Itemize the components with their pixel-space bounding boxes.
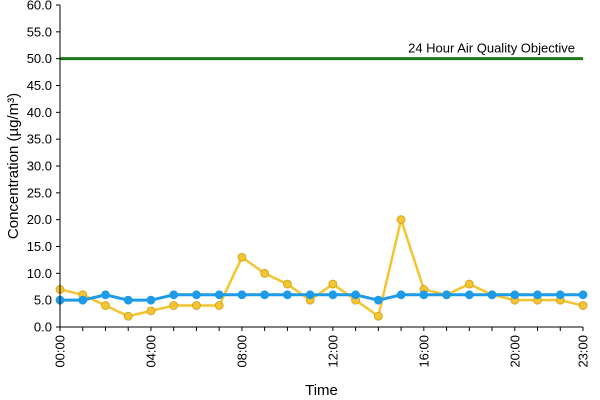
series-line	[59, 218, 584, 318]
data-point	[214, 290, 224, 300]
y-tick-label: 25.0	[27, 185, 52, 200]
reference-line-group: 24 Hour Air Quality Objective	[60, 41, 583, 61]
data-point	[396, 215, 406, 225]
data-point	[464, 279, 474, 289]
x-tick-label: 23:00	[576, 335, 591, 368]
series-group	[55, 215, 588, 321]
y-axis-title: Concentration (µg/m³)	[5, 93, 22, 239]
data-point	[101, 301, 110, 310]
y-tick-label: 45.0	[27, 78, 52, 93]
data-point	[328, 279, 338, 289]
y-tick-label: 40.0	[27, 105, 52, 120]
data-point	[192, 301, 201, 310]
x-tick-label: 20:00	[507, 335, 522, 368]
data-point	[78, 295, 88, 305]
data-point	[419, 290, 429, 300]
data-point	[442, 290, 451, 300]
data-point	[169, 301, 179, 310]
x-tick-label: 04:00	[143, 335, 158, 368]
y-tick-label: 60.0	[27, 0, 52, 13]
data-point	[510, 290, 520, 300]
data-point	[578, 290, 588, 300]
series-1	[55, 215, 588, 321]
data-point	[101, 290, 110, 300]
data-point	[146, 306, 156, 316]
data-point	[260, 268, 270, 278]
y-tick-label: 0.0	[34, 320, 52, 335]
data-point	[192, 290, 201, 300]
y-tick-label: 20.0	[27, 212, 52, 227]
data-point	[214, 301, 224, 310]
y-tick-label: 50.0	[27, 51, 52, 66]
data-point	[123, 311, 133, 321]
x-tick-label: 00:00	[53, 335, 68, 368]
data-point	[123, 295, 133, 305]
data-point	[464, 290, 474, 300]
x-tick-label: 12:00	[325, 335, 340, 368]
data-point	[169, 290, 179, 300]
x-tick-label: 08:00	[234, 335, 249, 368]
y-tick-label: 15.0	[27, 239, 52, 254]
data-point	[396, 290, 406, 300]
y-tick-label: 55.0	[27, 24, 52, 39]
data-point	[373, 311, 383, 321]
air-quality-objective-label: 24 Hour Air Quality Objective	[408, 41, 575, 56]
y-tick-label: 35.0	[27, 132, 52, 147]
data-point	[578, 301, 588, 310]
data-point	[237, 290, 247, 300]
y-tick-label: 5.0	[34, 293, 52, 308]
data-point	[305, 290, 315, 300]
data-point	[146, 295, 156, 305]
data-point	[237, 252, 247, 262]
data-point	[533, 290, 542, 300]
y-tick-label: 10.0	[27, 266, 52, 281]
series-2	[55, 290, 588, 305]
data-point	[555, 290, 565, 300]
y-tick-label: 30.0	[27, 159, 52, 174]
data-point	[260, 290, 270, 300]
x-axis-ticks: 00:00 04:00 08:00 12:00 16:00 20:00 23:00	[53, 327, 591, 368]
data-point	[328, 290, 338, 300]
data-point	[282, 290, 292, 300]
y-axis-ticks: 0.0 5.0 10.0 15.0 20.0 25.0 30.0 35.0 40.0 45.0 50…	[27, 0, 60, 335]
data-point	[351, 290, 361, 300]
data-point	[373, 295, 383, 305]
data-point	[487, 290, 497, 300]
x-tick-label: 16:00	[416, 335, 431, 368]
x-axis-title: Time	[305, 382, 338, 399]
data-point	[282, 279, 292, 289]
